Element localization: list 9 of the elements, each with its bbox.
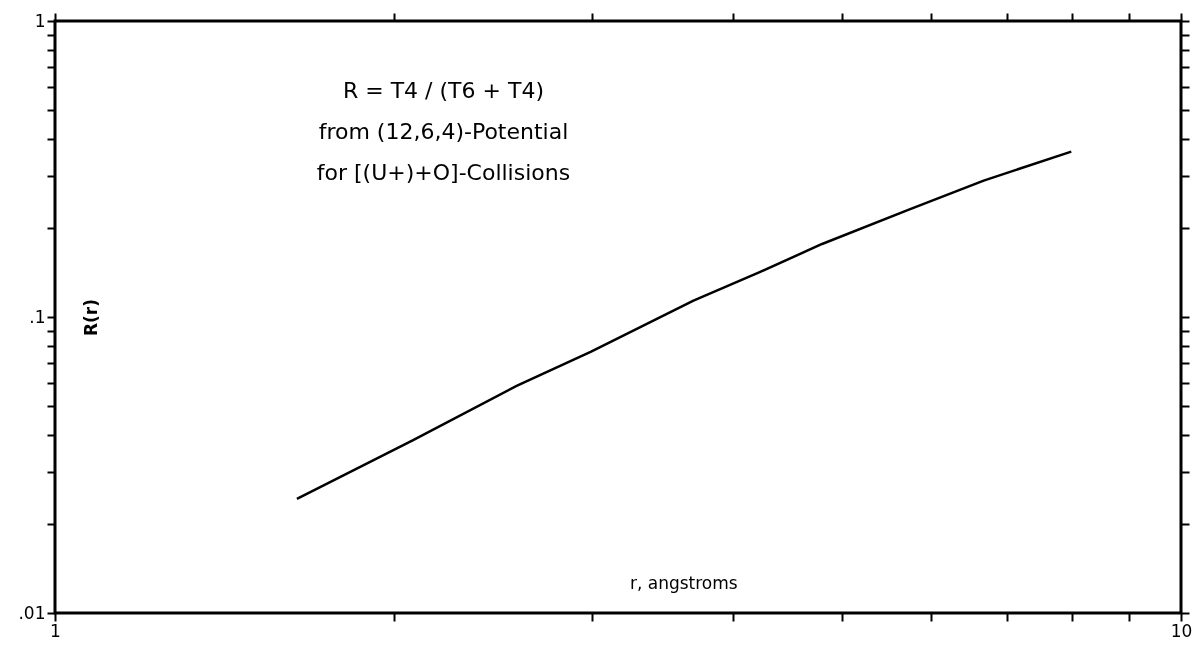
x-axis-title: r, angstroms: [629, 572, 738, 593]
y-tick-label: 1: [34, 10, 46, 31]
y-tick-label: .1: [29, 306, 46, 327]
x-tick-label: 10: [1170, 620, 1193, 641]
annotation: from (12,6,4)-Potential: [318, 119, 569, 144]
y-tick-label: .01: [18, 602, 46, 623]
annotation: for [(U+)+O]-Collisions: [316, 160, 571, 185]
y-axis-title: R(r): [80, 298, 101, 337]
annotation: R = T4 / (T6 + T4): [342, 78, 544, 103]
